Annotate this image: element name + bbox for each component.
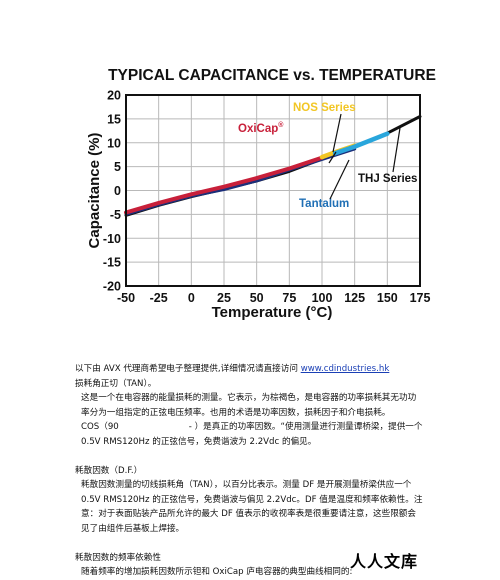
power-factor-text: - ）是真正的功率因数。“使用测量进行测量谭桥梁，提供一个	[188, 422, 423, 433]
x-tick-label: 50	[250, 291, 264, 305]
tan-paragraph-line-2: 率分为一组指定的正弦电压频率。也用的术语是功率因数，损耗因子和介电损耗。	[81, 407, 391, 418]
series-line-oxicap	[124, 155, 324, 215]
x-tick-label: 150	[377, 291, 398, 305]
frequency-heading: 耗散因数的频率依赖性	[75, 552, 161, 563]
x-tick-label: 125	[344, 291, 365, 305]
df-heading: 耗散因数（D.F.）	[75, 465, 143, 476]
y-tick-label: -15	[103, 256, 121, 270]
frequency-paragraph-line-1: 随着频率的增加损耗因数所示钽和 OxiCap 庐电容器的典型曲线相同的:	[81, 567, 353, 578]
y-tick-label: 5	[114, 160, 121, 174]
intro-line: 以下由 AVX 代理商希望电子整理提供,详细情况请直接访问 www.cdindu…	[75, 362, 490, 377]
df-paragraph-line-2: 0.5V RMS120Hz 的正弦信号，免费谐波与偏见 2.2Vdc。DF 值是…	[81, 494, 423, 505]
x-axis-label: Temperature (°C)	[212, 304, 333, 321]
x-tick-label: -25	[150, 291, 168, 305]
intro-text: 以下由 AVX 代理商希望电子整理提供,详细情况请直接访问	[75, 364, 301, 374]
y-tick-label: 10	[107, 136, 121, 150]
x-tick-label: 100	[312, 291, 333, 305]
chart-title: TYPICAL CAPACITANCE vs. TEMPERATURE	[108, 67, 436, 84]
thj-series-label: THJ Series	[358, 173, 417, 185]
df-paragraph-line-3: 意：对于表面贴装产品所允许的最大 DF 值表示的收视率表是很重要请注意，这些限额…	[81, 509, 416, 520]
description-text: 以下由 AVX 代理商希望电子整理提供,详细情况请直接访问 www.cdindu…	[75, 362, 490, 580]
chart-series-labels: NOS Series OxiCap® THJ Series Tantalum	[238, 102, 417, 210]
capacitance-chart: TYPICAL CAPACITANCE vs. TEMPERATURE -50-…	[86, 67, 436, 321]
tan-heading: 损耗角正切（TAN）。	[75, 378, 157, 389]
df-paragraph-line-1: 耗散因数测量的切线损耗角（TAN），以百分比表示。测量 DF 是开展测量桥梁供应…	[81, 480, 412, 491]
chart-tick-labels: -50 -25 0 25 50 75 100 125 150 17520151050-5-10-1…	[103, 89, 431, 306]
y-tick-label: -10	[103, 232, 121, 246]
plot-area-frame	[125, 94, 421, 287]
chart-series-group	[124, 115, 422, 217]
label-leader-line	[329, 159, 350, 200]
tan-paragraph-line-1: 这是一个在电容器的能量损耗的测量。它表示，为棕褐色，是电容器的功率损耗其无功功	[81, 393, 417, 404]
y-tick-label: -20	[103, 280, 121, 294]
tan-paragraph-line-4: 0.5V RMS120Hz 的正弦信号，免费谐波为 2.2Vdc 的偏见。	[81, 436, 317, 447]
y-axis-label: Capacitance (%)	[86, 133, 103, 249]
nos-series-label: NOS Series	[293, 102, 356, 114]
label-leader-line	[328, 151, 337, 164]
label-leader-line	[332, 113, 342, 153]
x-tick-label: 25	[217, 291, 231, 305]
df-paragraph-line-4: 见了由组件后基板上焊接。	[81, 523, 185, 534]
tan-paragraph-line-3: COS（90 - ）是真正的功率因数。“使用测量进行测量谭桥梁，提供一个	[75, 420, 490, 435]
oxicap-label: OxiCap®	[238, 121, 284, 135]
watermark-logo: 人人文库	[350, 552, 419, 571]
tantalum-label: Tantalum	[299, 198, 349, 210]
x-tick-label: -50	[117, 291, 135, 305]
cos-text: COS（90	[81, 422, 119, 433]
website-link[interactable]: www.cdindustries.hk	[300, 364, 390, 374]
y-tick-label: 0	[114, 184, 121, 198]
x-tick-label: 75	[282, 291, 296, 305]
label-leader-line	[392, 127, 401, 173]
x-tick-label: 175	[410, 291, 431, 305]
y-tick-label: 20	[107, 89, 121, 103]
series-line-blue-segment	[332, 131, 390, 156]
y-tick-label: -5	[110, 208, 121, 222]
y-tick-label: 15	[107, 112, 121, 126]
x-tick-label: 0	[188, 291, 195, 305]
